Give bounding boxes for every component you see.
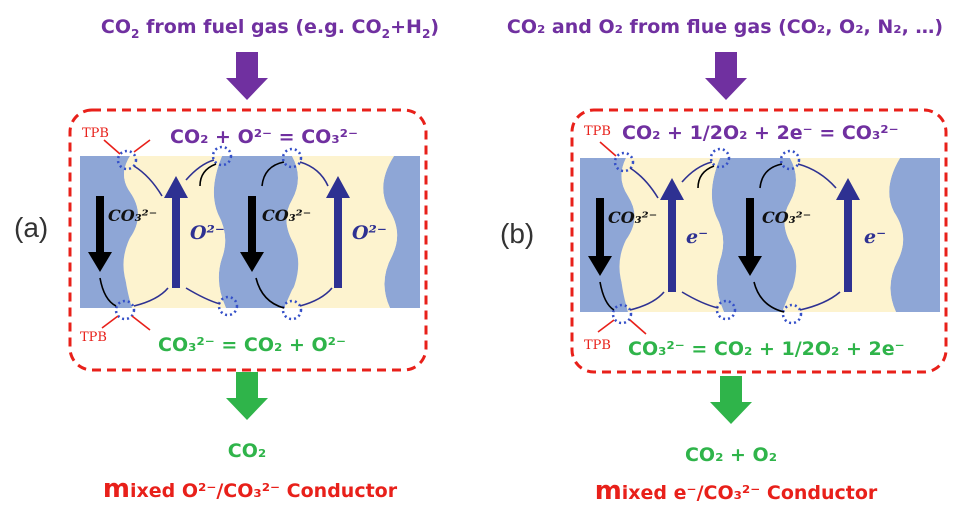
panel-b-output-label: CO₂ + O₂ [684, 444, 778, 466]
panel-b-conductor-title: mixed e⁻/CO₃²⁻ Conductor [594, 476, 878, 506]
panel-a-carrier-left: CO₃²⁻ [108, 206, 158, 225]
panel-a-flow-arrow [185, 159, 215, 181]
panel-a-flow-arrow [261, 161, 285, 187]
panel-b-tpb-circle [779, 149, 801, 171]
panel-b-top-reaction: CO₂ + 1/2O₂ + 2e⁻ = CO₃²⁻ [622, 122, 899, 144]
panel-a-tpb-pointer [133, 139, 151, 153]
panel-b-flow-arrow [599, 281, 615, 311]
panel-b-tpb-circle [709, 147, 731, 169]
panel-a-tpb-circle [281, 299, 303, 321]
panel-b-carrier-right-a: CO₃²⁻ [762, 208, 812, 227]
panel-a-input-arrow [226, 52, 268, 100]
panel-b-tpb-label-top: TPB [584, 124, 611, 139]
panel-a-flow-arrow [185, 287, 221, 305]
panel-a-tpb-label-bottom: TPB [80, 330, 107, 345]
panel-a-flow-arrow [299, 161, 329, 187]
panel-a-phase-right [383, 156, 420, 308]
panel-a-input-label: CO2 from fuel gas (e.g. CO2+H2) [100, 16, 440, 41]
panel-b-carrier-mid: e⁻ [686, 226, 709, 248]
panel-a-phase-left [80, 156, 138, 308]
panel-a-flow-arrow [255, 277, 285, 309]
panel-b-bottom-reaction: CO₃²⁻ = CO₂ + 1/2O₂ + 2e⁻ [628, 338, 905, 360]
panel-a-oxide-arrow [326, 176, 350, 288]
panel-a-tpb-pointer [131, 315, 151, 331]
panel-a-conductor-title: mixed O²⁻/CO₃²⁻ Conductor [102, 474, 398, 504]
panel-a-phase-mid [213, 156, 300, 308]
panel-b-electron-arrow [836, 178, 860, 292]
panel-b-label: (b) [500, 218, 535, 249]
panel-a-boundary [68, 108, 428, 372]
panel-b-flow-arrow [629, 291, 665, 311]
panel-b-input-label: CO₂ and O₂ from flue gas (CO₂, O₂, N₂, …… [506, 16, 944, 38]
panel-b-flow-arrow [681, 161, 713, 183]
panel-a-top-reaction: CO₂ + O²⁻ = CO₃²⁻ [170, 126, 358, 148]
panel-a-diagram [68, 52, 428, 420]
panel-a-tpb-circle [211, 145, 233, 167]
panel-a-flow-arrow [199, 163, 217, 187]
panel-a-oxide-arrow [164, 176, 188, 288]
panel-b-flow-arrow [697, 165, 715, 189]
panel-a-carrier-right-b: O²⁻ [352, 222, 387, 244]
panel-a-bottom-reaction: CO₃²⁻ = CO₂ + O²⁻ [158, 334, 346, 356]
panel-b-carrier-left: CO₃²⁻ [608, 208, 658, 227]
panel-b-tpb-circle [611, 303, 633, 325]
panel-a: CO2 from fuel gas (e.g. CO2+H2) [0, 0, 480, 511]
panel-a-flow-arrow [133, 287, 169, 307]
panel-b-carrier-right-b: e⁻ [864, 226, 887, 248]
panel-b-flow-arrow [759, 163, 783, 189]
panel-b-phase-right [889, 158, 940, 312]
panel-b-tpb-pointer [599, 141, 617, 157]
panel-b-phase-mid [711, 158, 798, 312]
panel-a-flow-arrow [299, 287, 333, 307]
panel-b-tpb-pointer [597, 319, 615, 333]
panel-b-flow-arrow [681, 291, 719, 309]
panel-a-tpb-pointer [101, 315, 119, 329]
panel-a-output-label: CO₂ [227, 440, 267, 462]
panel-b-flow-arrow [629, 167, 659, 199]
panel-a-tpb-circle [114, 299, 136, 321]
panel-a-tpb-label-top: TPB [82, 126, 109, 141]
panel-b-flow-arrow [797, 163, 837, 189]
panel-b-carbonate-arrow [738, 198, 762, 276]
panel-a-carbonate-arrow [88, 196, 112, 272]
panel-b-diagram [570, 52, 948, 424]
panel-a-label: (a) [14, 212, 49, 243]
panel-a-flow-arrow [99, 277, 117, 307]
panel-a-tpb-circle [217, 295, 239, 317]
panel-a-carbonate-arrow [240, 196, 264, 272]
panel-b-phase-left [580, 158, 635, 312]
panel-b-output-arrow [710, 376, 752, 424]
panel-b-carbonate-arrow [588, 198, 612, 276]
panel-a-tpb-circle [116, 149, 138, 171]
panel-b-flow-arrow [799, 291, 841, 311]
panel-a-output-arrow [226, 372, 268, 420]
panel-b-tpb-circle [613, 151, 635, 173]
panel-a-carrier-mid: O²⁻ [190, 222, 225, 244]
panel-b-input-arrow [705, 52, 747, 100]
panel-a-tpb-circle [281, 147, 303, 169]
panel-b-tpb-circle [781, 303, 803, 325]
panel-a-carrier-right-a: CO₃²⁻ [262, 206, 312, 225]
panel-a-flow-arrow [133, 165, 163, 197]
panel-b-tpb-pointer [629, 319, 647, 335]
panel-b-flow-arrow [753, 281, 785, 313]
panel-b-tpb-circle [715, 299, 737, 321]
panel-b-boundary [570, 108, 948, 374]
panel-b: CO₂ and O₂ from flue gas (CO₂, O₂, N₂, …… [480, 0, 967, 511]
panel-b-tpb-label-bottom: TPB [584, 338, 611, 353]
panel-b-electron-arrow [660, 178, 684, 292]
panel-a-tpb-pointer [103, 139, 121, 155]
